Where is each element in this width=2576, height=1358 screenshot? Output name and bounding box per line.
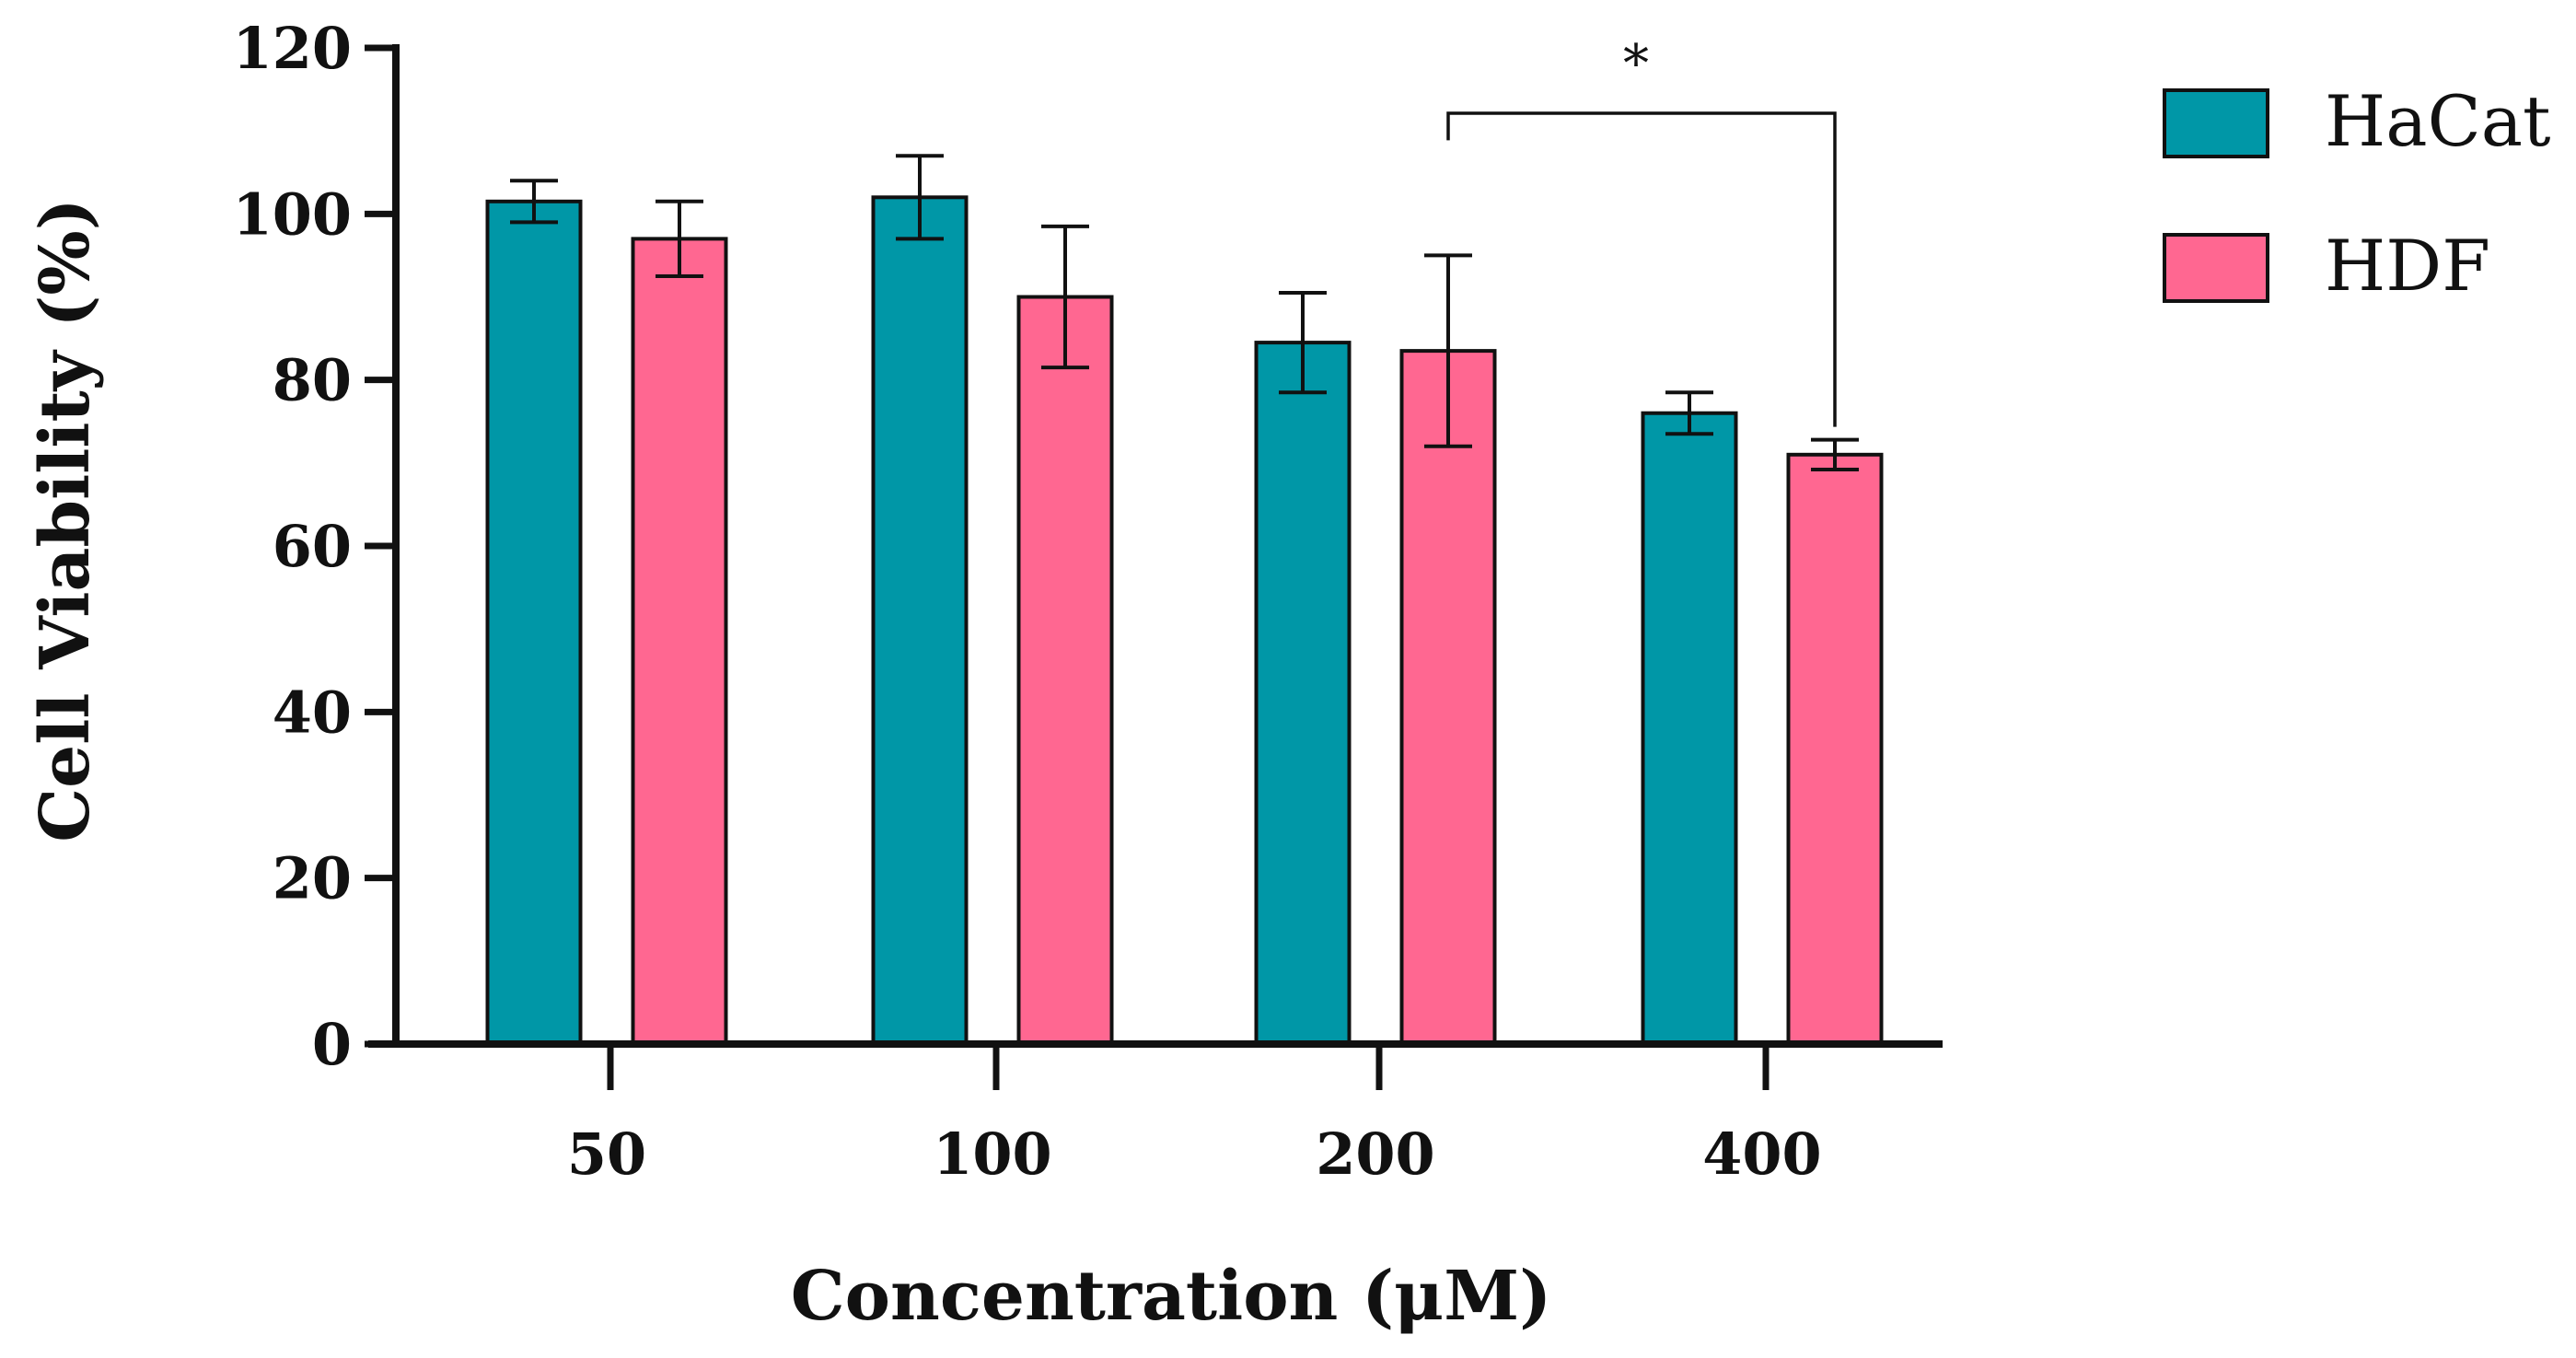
bar-hacat-50 — [485, 199, 583, 1046]
y-tick-label-80: 80 — [273, 347, 352, 414]
x-tick-label-100: 100 — [933, 1120, 1051, 1188]
bar-hdf-400 — [1786, 452, 1884, 1047]
y-tick-label-20: 20 — [273, 845, 352, 912]
x-axis-title: Concentration (μM) — [791, 1257, 1551, 1336]
y-tick-label-60: 60 — [273, 513, 352, 580]
legend-swatch-hacat — [2163, 88, 2269, 158]
y-tick-label-100: 100 — [233, 180, 352, 248]
bar-hacat-400 — [1641, 411, 1738, 1046]
legend-label-hacat: HaCat — [2325, 80, 2551, 162]
x-tick-label-400: 400 — [1702, 1120, 1821, 1188]
y-tick-label-0: 0 — [312, 1011, 352, 1078]
x-tick-label-50: 50 — [567, 1120, 646, 1188]
y-axis-title: Cell Viability (%) — [26, 198, 105, 842]
y-tick-label-40: 40 — [273, 679, 352, 746]
plot-area: * — [485, 34, 1884, 1047]
x-tick-label-200: 200 — [1316, 1120, 1434, 1188]
significance-star: * — [1623, 34, 1649, 94]
y-tick-label-120: 120 — [233, 15, 352, 82]
bar-hacat-200 — [1254, 341, 1352, 1046]
legend-label-hdf: HDF — [2325, 225, 2490, 307]
legend-swatch-hdf — [2163, 233, 2269, 303]
bar-hacat-100 — [871, 195, 969, 1047]
significance-bracket — [1446, 111, 1837, 427]
bar-hdf-50 — [631, 237, 728, 1046]
bar-hdf-200 — [1399, 349, 1497, 1046]
bar-hdf-100 — [1016, 295, 1114, 1046]
axes: 0 20 40 60 80 100 120 50 100 200 400 — [233, 15, 1943, 1188]
legend: HaCat HDF — [2163, 80, 2551, 307]
